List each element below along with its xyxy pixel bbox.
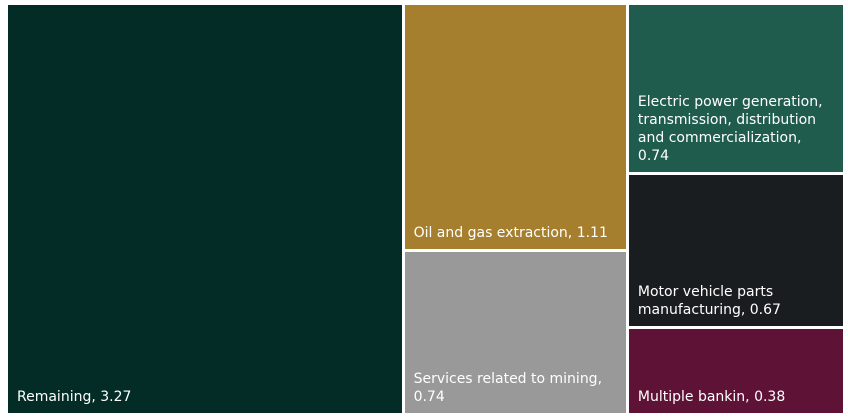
treemap-tile: Remaining, 3.27 [8,5,402,413]
treemap-tile: Oil and gas extraction, 1.11 [404,5,626,249]
treemap-tile: Motor vehicle parts manufacturing, 0.67 [628,174,843,326]
treemap-tile-label: Oil and gas extraction, 1.11 [413,224,608,241]
treemap-tile-label: Motor vehicle parts manufacturing, 0.67 [637,283,781,318]
treemap-tile: Electric power generation, transmission,… [628,5,843,172]
treemap-tile-label: Electric power generation, transmission,… [637,93,823,164]
treemap-tile: Services related to mining, 0.74 [404,251,626,413]
treemap-tile: Multiple bankin, 0.38 [628,328,843,413]
treemap-tile-label: Multiple bankin, 0.38 [637,388,786,405]
treemap-tile-label: Services related to mining, 0.74 [413,370,603,405]
treemap-tile-label: Remaining, 3.27 [17,389,132,405]
